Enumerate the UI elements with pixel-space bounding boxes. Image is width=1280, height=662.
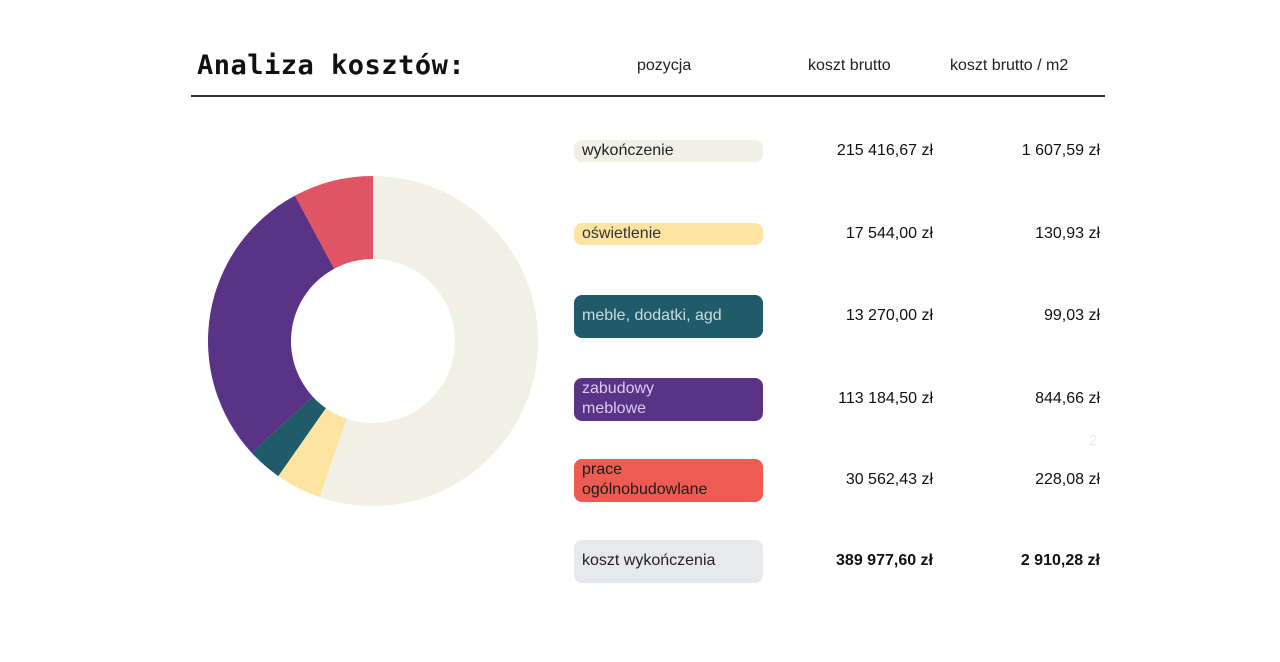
header-koszt-brutto: koszt brutto xyxy=(808,57,891,74)
total-gross-cost: 389 977,60 zł xyxy=(836,552,933,569)
category-label-text: zabudowy meblowe xyxy=(582,380,655,417)
gross-cost: 13 270,00 zł xyxy=(845,307,933,324)
donut-slice-0 xyxy=(319,176,538,506)
gross-cost: 113 184,50 zł xyxy=(838,390,933,407)
header-koszt-m2: koszt brutto / m2 xyxy=(950,57,1069,74)
gross-cost: 17 544,00 zł xyxy=(845,225,933,242)
category-label-text: koszt wykończenia xyxy=(582,552,716,569)
gross-cost: 30 562,43 zł xyxy=(845,471,933,488)
donut-chart xyxy=(208,176,538,506)
category-label-text: oświetlenie xyxy=(582,225,662,242)
category-label: meble, dodatki, agd xyxy=(574,294,763,338)
donut-slice-2 xyxy=(251,396,326,477)
header-pozycja: pozycja xyxy=(637,57,692,74)
category-label: wykończenie xyxy=(574,140,763,162)
donut-slice-3 xyxy=(208,195,335,453)
donut-slice-4 xyxy=(294,176,373,269)
gross-cost: 215 416,67 zł xyxy=(836,142,933,159)
cost-per-m2: 228,08 zł xyxy=(1035,471,1100,488)
category-label-text: meble, dodatki, agd xyxy=(582,307,722,324)
header-divider xyxy=(191,95,1105,97)
category-label-text: wykończenie xyxy=(582,142,674,159)
total-label: koszt wykończenia xyxy=(574,539,763,583)
donut-slice-1 xyxy=(278,408,347,498)
cost-per-m2: 844,66 zł xyxy=(1035,390,1100,407)
stray-mark: 2 xyxy=(1089,432,1098,449)
total-cost-per-m2: 2 910,28 zł xyxy=(1020,552,1100,569)
category-label-text: prace ogólnobudowlane xyxy=(582,461,708,498)
page-title: Analiza kosztów: xyxy=(197,50,466,81)
category-label: oświetlenie xyxy=(574,223,763,245)
cost-per-m2: 130,93 zł xyxy=(1035,225,1100,242)
cost-per-m2: 99,03 zł xyxy=(1043,307,1100,324)
category-label: zabudowy meblowe xyxy=(574,377,763,421)
cost-per-m2: 1 607,59 zł xyxy=(1021,142,1100,159)
category-label: prace ogólnobudowlane xyxy=(574,458,763,502)
